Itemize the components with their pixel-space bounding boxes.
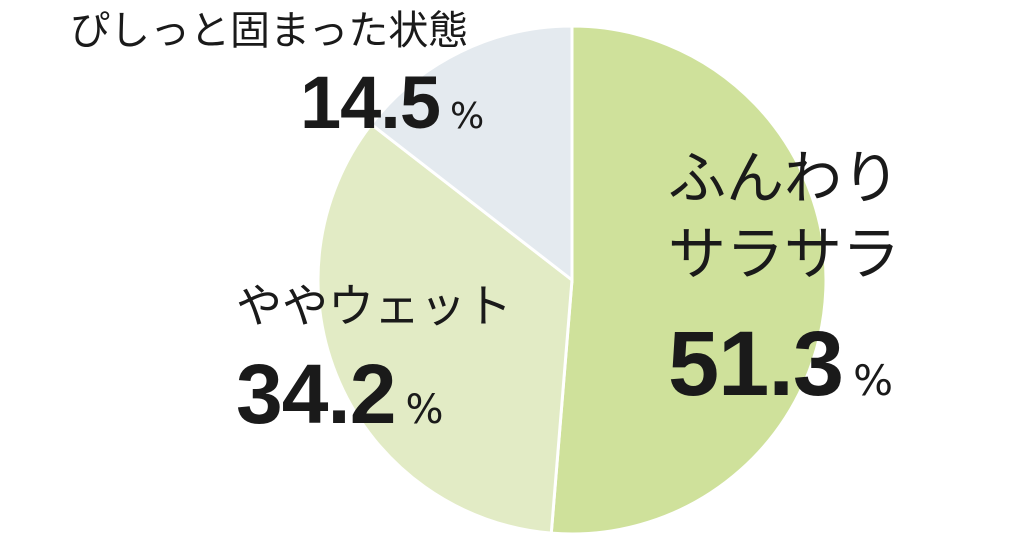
value-number: 14.5 — [300, 61, 441, 144]
value-label: 14.5% — [300, 66, 484, 140]
value-unit: % — [405, 387, 444, 433]
value-number: 51.3 — [668, 313, 844, 415]
value-label: 51.3% — [668, 318, 893, 410]
value-label: 34.2% — [236, 352, 444, 436]
slice-label: ふんわり サラサラ — [668, 144, 901, 288]
pie-slice — [549, 24, 828, 536]
slice-label: ぴしっと固まった状態 — [70, 8, 469, 54]
slice-label: ややウェット — [236, 279, 512, 333]
value-unit: % — [853, 356, 893, 405]
pie-slice — [316, 122, 574, 535]
value-number: 34.2 — [236, 347, 396, 441]
pie-slice — [369, 24, 574, 284]
value-unit: % — [450, 96, 485, 137]
